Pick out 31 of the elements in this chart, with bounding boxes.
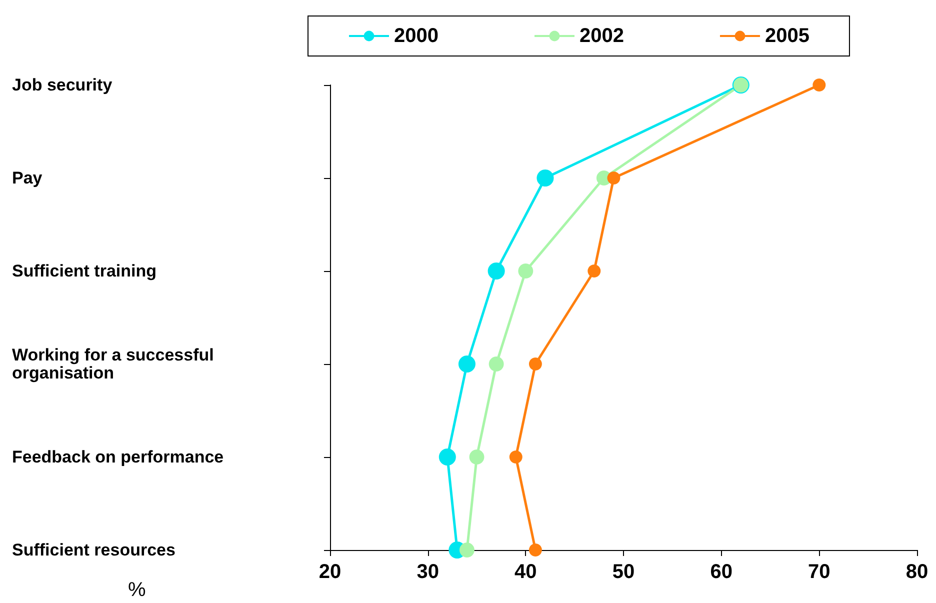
y-tick-label: Feedback on performance: [12, 448, 224, 466]
point: [536, 170, 554, 186]
legend-label: 2002: [579, 25, 624, 47]
legend-label: 2005: [764, 25, 810, 47]
point: [469, 450, 484, 464]
x-tick-label: 30: [416, 561, 439, 583]
x-tick-label: 20: [318, 561, 342, 583]
x-tick-label: 40: [514, 561, 537, 583]
y-tick-label: Job security: [12, 76, 113, 94]
y-tick-label: Sufficient resources: [12, 540, 176, 560]
legend-label: 2000: [394, 25, 438, 47]
point: [588, 264, 601, 278]
point: [459, 542, 474, 558]
y-tick-label: Pay: [12, 168, 43, 188]
x-tick-label: 80: [906, 561, 928, 583]
x-tick-label: 70: [808, 561, 830, 583]
point: [528, 358, 542, 370]
point: [607, 172, 620, 184]
y-tick-label: Sufficient training: [12, 262, 156, 280]
point: [458, 356, 476, 372]
point: [518, 264, 534, 278]
y-tick-label: Working for a successful organisation: [12, 346, 219, 382]
x-tick-label: 60: [710, 561, 732, 583]
point: [509, 450, 522, 464]
point: [488, 356, 504, 372]
point: [528, 544, 542, 556]
point: [812, 78, 826, 92]
point: [488, 262, 505, 280]
point: [438, 448, 456, 466]
x-axis-title: %: [128, 579, 146, 601]
x-tick-label: 50: [612, 561, 635, 583]
